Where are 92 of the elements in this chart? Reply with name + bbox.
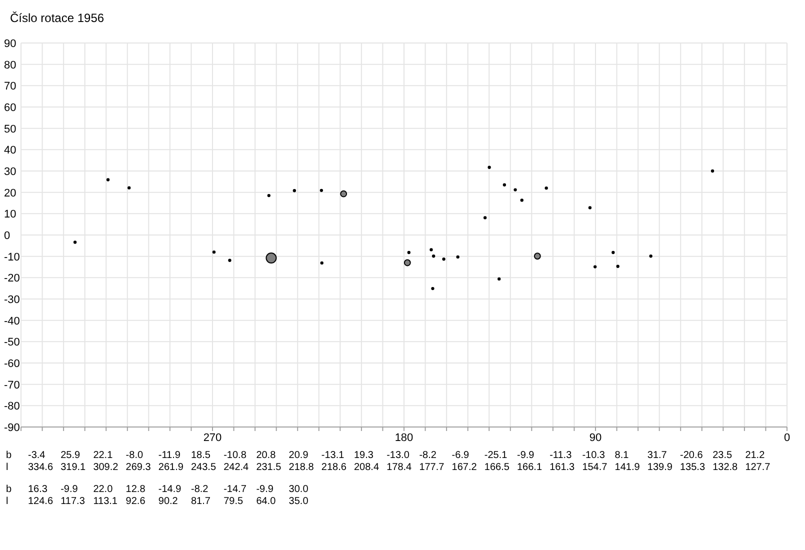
- text: -8.0: [126, 450, 144, 461]
- text: -8.2: [419, 450, 437, 461]
- text: 166.5: [484, 462, 510, 473]
- text: 22.0: [93, 484, 114, 495]
- text: 132.8: [712, 462, 738, 473]
- text: 25.9: [60, 450, 80, 461]
- text: -25.1: [484, 450, 508, 461]
- x-tick-label: 270: [203, 432, 222, 444]
- y-tick-label: -40: [4, 315, 20, 328]
- text: 161.3: [550, 462, 576, 473]
- text: 12.8: [126, 484, 146, 495]
- text: 117.3: [60, 496, 86, 507]
- x-tick-label: 90: [589, 432, 602, 444]
- y-tick-label: -70: [4, 379, 20, 392]
- y-tick-label: -50: [4, 336, 20, 349]
- text: 35.0: [288, 496, 309, 507]
- y-tick-label: 10: [4, 208, 16, 221]
- text: -3.4: [28, 450, 46, 461]
- y-tick-label: 70: [4, 80, 16, 93]
- y-tick-label: -90: [4, 422, 20, 434]
- text: -9.9: [256, 484, 274, 495]
- text: 31.7: [647, 450, 668, 461]
- text: -6.9: [452, 450, 470, 461]
- y-tick-label: 90: [4, 38, 16, 50]
- text: 127.7: [745, 462, 771, 473]
- x-tick-label: 0: [784, 432, 790, 444]
- y-tick-label: 50: [4, 123, 16, 136]
- y-tick-label: -30: [4, 294, 20, 306]
- text: 243.5: [191, 462, 216, 473]
- x-tick-label: 180: [394, 432, 414, 444]
- text: 64.0: [256, 496, 276, 507]
- y-tick-label: 30: [4, 166, 16, 178]
- text: 21.2: [745, 450, 766, 461]
- text: 135.3: [680, 462, 706, 473]
- text: 218.6: [321, 462, 347, 473]
- y-tick-label: -20: [4, 272, 20, 285]
- text: 113.1: [93, 496, 118, 507]
- text: 334.6: [28, 462, 54, 473]
- text: 139.9: [647, 462, 673, 473]
- text: 208.4: [354, 462, 380, 473]
- text: l: [6, 462, 8, 473]
- text: -11.3: [550, 450, 572, 461]
- text: 178.4: [386, 462, 412, 473]
- text: 90.2: [158, 496, 178, 507]
- text: 30.0: [288, 484, 309, 495]
- text: 81.7: [191, 496, 211, 507]
- y-tick-label: -60: [4, 358, 20, 370]
- text: 154.7: [582, 462, 608, 473]
- text: 20.8: [256, 450, 276, 461]
- y-tick-label: -80: [4, 400, 20, 413]
- text: -9.9: [517, 450, 535, 461]
- y-tick-label: 60: [4, 102, 16, 114]
- text: 92.6: [126, 496, 146, 507]
- text: 124.6: [28, 496, 54, 507]
- text: -10.8: [224, 450, 247, 461]
- text: 166.1: [517, 462, 542, 473]
- text: -11.9: [158, 450, 181, 461]
- text: 167.2: [452, 462, 478, 473]
- text: 18.5: [191, 450, 211, 461]
- y-tick-label: 80: [4, 59, 16, 72]
- text: -13.0: [386, 450, 410, 461]
- text: b: [6, 484, 12, 495]
- text: 177.7: [419, 462, 445, 473]
- text: l: [6, 496, 8, 507]
- text: b: [6, 450, 12, 461]
- text: -13.1: [321, 450, 345, 461]
- chart-title: Číslo rotace 1956: [10, 11, 104, 25]
- text: 19.3: [354, 450, 374, 461]
- text: 242.4: [224, 462, 250, 473]
- y-tick-label: -10: [4, 251, 20, 264]
- y-tick-label: 20: [4, 187, 16, 200]
- text: 218.8: [288, 462, 314, 473]
- text: 8.1: [614, 450, 630, 461]
- text: -10.3: [582, 450, 606, 461]
- text: -14.7: [224, 484, 247, 495]
- text: 79.5: [224, 496, 244, 507]
- text: -14.9: [158, 484, 182, 495]
- text: -20.6: [680, 450, 704, 461]
- text: 261.9: [158, 462, 184, 473]
- text: 22.1: [93, 450, 114, 461]
- text: 319.1: [60, 462, 86, 473]
- text: -9.9: [60, 484, 78, 495]
- text: 20.9: [288, 450, 309, 461]
- text: 23.5: [712, 450, 732, 461]
- y-tick-label: 40: [4, 144, 16, 157]
- text: 16.3: [28, 484, 48, 495]
- text: -8.2: [191, 484, 209, 495]
- text: 141.9: [614, 462, 640, 473]
- y-tick-label: 0: [4, 230, 10, 242]
- text: 269.3: [126, 462, 152, 473]
- text: 309.2: [93, 462, 119, 473]
- text: 231.5: [256, 462, 282, 473]
